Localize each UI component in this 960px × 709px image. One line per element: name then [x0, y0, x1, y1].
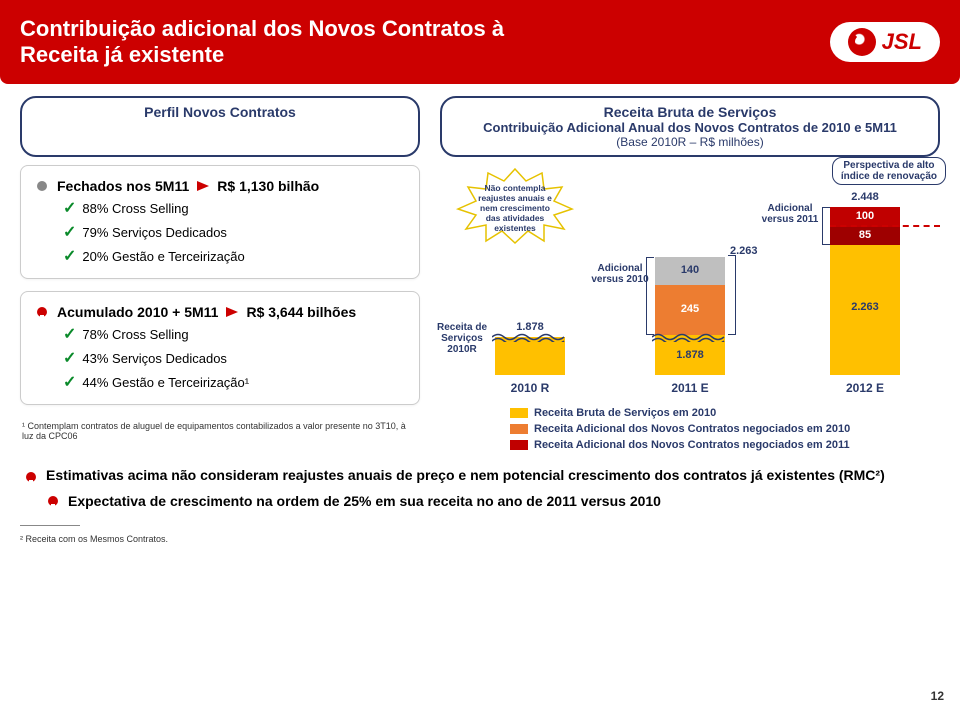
ann-adicional-2011: Adicional versus 2011 [760, 203, 820, 225]
bottom-b1: Estimativas acima não consideram reajust… [24, 465, 936, 485]
page-number: 12 [931, 689, 944, 703]
x-label: 2011 E [655, 381, 725, 395]
bracket-icon [728, 255, 736, 335]
check-icon: ✓ [63, 198, 76, 218]
box-acumulado: Acumulado 2010 + 5M11 R$ 3,644 bilhões ✓… [20, 291, 420, 405]
box2-s1: ✓78% Cross Selling [35, 322, 405, 346]
footnote1: ¹ Contemplam contratos de aluguel de equ… [20, 417, 420, 445]
bar-seg: 140 [655, 257, 725, 285]
bar-seg: 245 [655, 285, 725, 335]
chart-legend: Receita Bruta de Serviços em 2010 Receit… [440, 405, 940, 453]
legend-swatch [510, 440, 528, 450]
box1-s3: ✓20% Gestão e Terceirização [35, 244, 405, 268]
ann-receita: Receita de Serviços 2010R [434, 322, 490, 355]
panel-right-sub: Contribuição Adicional Anual dos Novos C… [456, 120, 924, 135]
logo-swirl-icon [848, 28, 876, 56]
logo-text: JSL [882, 29, 922, 55]
footnote-rule [20, 525, 80, 526]
check-icon: ✓ [63, 324, 76, 344]
x-label: 2010 R [495, 381, 565, 395]
revenue-chart: 1.878 2010 R Receita de Serviços 2010R 1… [440, 165, 940, 405]
legend-item: Receita Adicional dos Novos Contratos ne… [510, 421, 940, 437]
bullet-icon [37, 181, 47, 191]
footnote2: ² Receita com os Mesmos Contratos. [0, 528, 960, 550]
check-icon: ✓ [63, 348, 76, 368]
panel-left-title: Perfil Novos Contratos [36, 104, 404, 120]
box2-s2: ✓43% Serviços Dedicados [35, 346, 405, 370]
bottom-b2: Expectativa de crescimento na ordem de 2… [24, 485, 936, 511]
title-line2: Receita já existente [20, 42, 504, 68]
panel-right: Receita Bruta de Serviços Contribuição A… [440, 96, 940, 157]
bar-seg: 100 [830, 207, 900, 227]
box2-main: Acumulado 2010 + 5M11 R$ 3,644 bilhões [35, 302, 405, 322]
bullet-icon [37, 307, 47, 317]
box-fechados: Fechados nos 5M11 R$ 1,130 bilhão ✓88% C… [20, 165, 420, 279]
title-line1: Contribuição adicional dos Novos Contrat… [20, 16, 504, 42]
legend-item: Receita Adicional dos Novos Contratos ne… [510, 437, 940, 453]
legend-swatch [510, 408, 528, 418]
bar-seg: 2.263 [830, 245, 900, 375]
check-icon: ✓ [63, 246, 76, 266]
bar-top-label: 2.448 [830, 191, 900, 203]
page-title: Contribuição adicional dos Novos Contrat… [20, 16, 504, 69]
bar-2011e: 140 245 1.878 [655, 257, 725, 375]
panel-right-title: Receita Bruta de Serviços [456, 104, 924, 120]
bottom-bullets: Estimativas acima não consideram reajust… [0, 453, 960, 515]
left-column: Fechados nos 5M11 R$ 1,130 bilhão ✓88% C… [20, 165, 420, 453]
bracket-icon [646, 257, 654, 335]
content-row: Fechados nos 5M11 R$ 1,130 bilhão ✓88% C… [0, 161, 960, 453]
axis-break-icon [652, 329, 728, 347]
box1-main: Fechados nos 5M11 R$ 1,130 bilhão [35, 176, 405, 196]
bar-2010r: 1.878 [495, 337, 565, 375]
bracket-icon [822, 207, 830, 245]
box2-s3: ✓44% Gestão e Terceirização¹ [35, 370, 405, 394]
check-icon: ✓ [63, 372, 76, 392]
legend-item: Receita Bruta de Serviços em 2010 [510, 405, 940, 421]
axis-break-icon [492, 329, 568, 347]
box1-s1: ✓88% Cross Selling [35, 196, 405, 220]
ann-adicional-2010: Adicional versus 2010 [590, 263, 650, 285]
panel-right-note: (Base 2010R – R$ milhões) [456, 135, 924, 149]
header: Contribuição adicional dos Novos Contrat… [0, 0, 960, 84]
arrow-right-icon [226, 307, 238, 317]
bar-2012e: 2.448 100 85 2.263 [830, 207, 900, 375]
panel-row: Perfil Novos Contratos Receita Bruta de … [0, 84, 960, 161]
arrow-right-icon [197, 181, 209, 191]
right-column: Não contempla reajustes anuais e nem cre… [440, 165, 940, 453]
bullet-icon [48, 496, 58, 506]
dashed-line [830, 225, 940, 227]
bullet-icon [26, 472, 36, 482]
logo: JSL [830, 22, 940, 62]
legend-swatch [510, 424, 528, 434]
x-label: 2012 E [830, 381, 900, 395]
check-icon: ✓ [63, 222, 76, 242]
bar-seg: 85 [830, 227, 900, 245]
box1-s2: ✓79% Serviços Dedicados [35, 220, 405, 244]
panel-left: Perfil Novos Contratos [20, 96, 420, 157]
